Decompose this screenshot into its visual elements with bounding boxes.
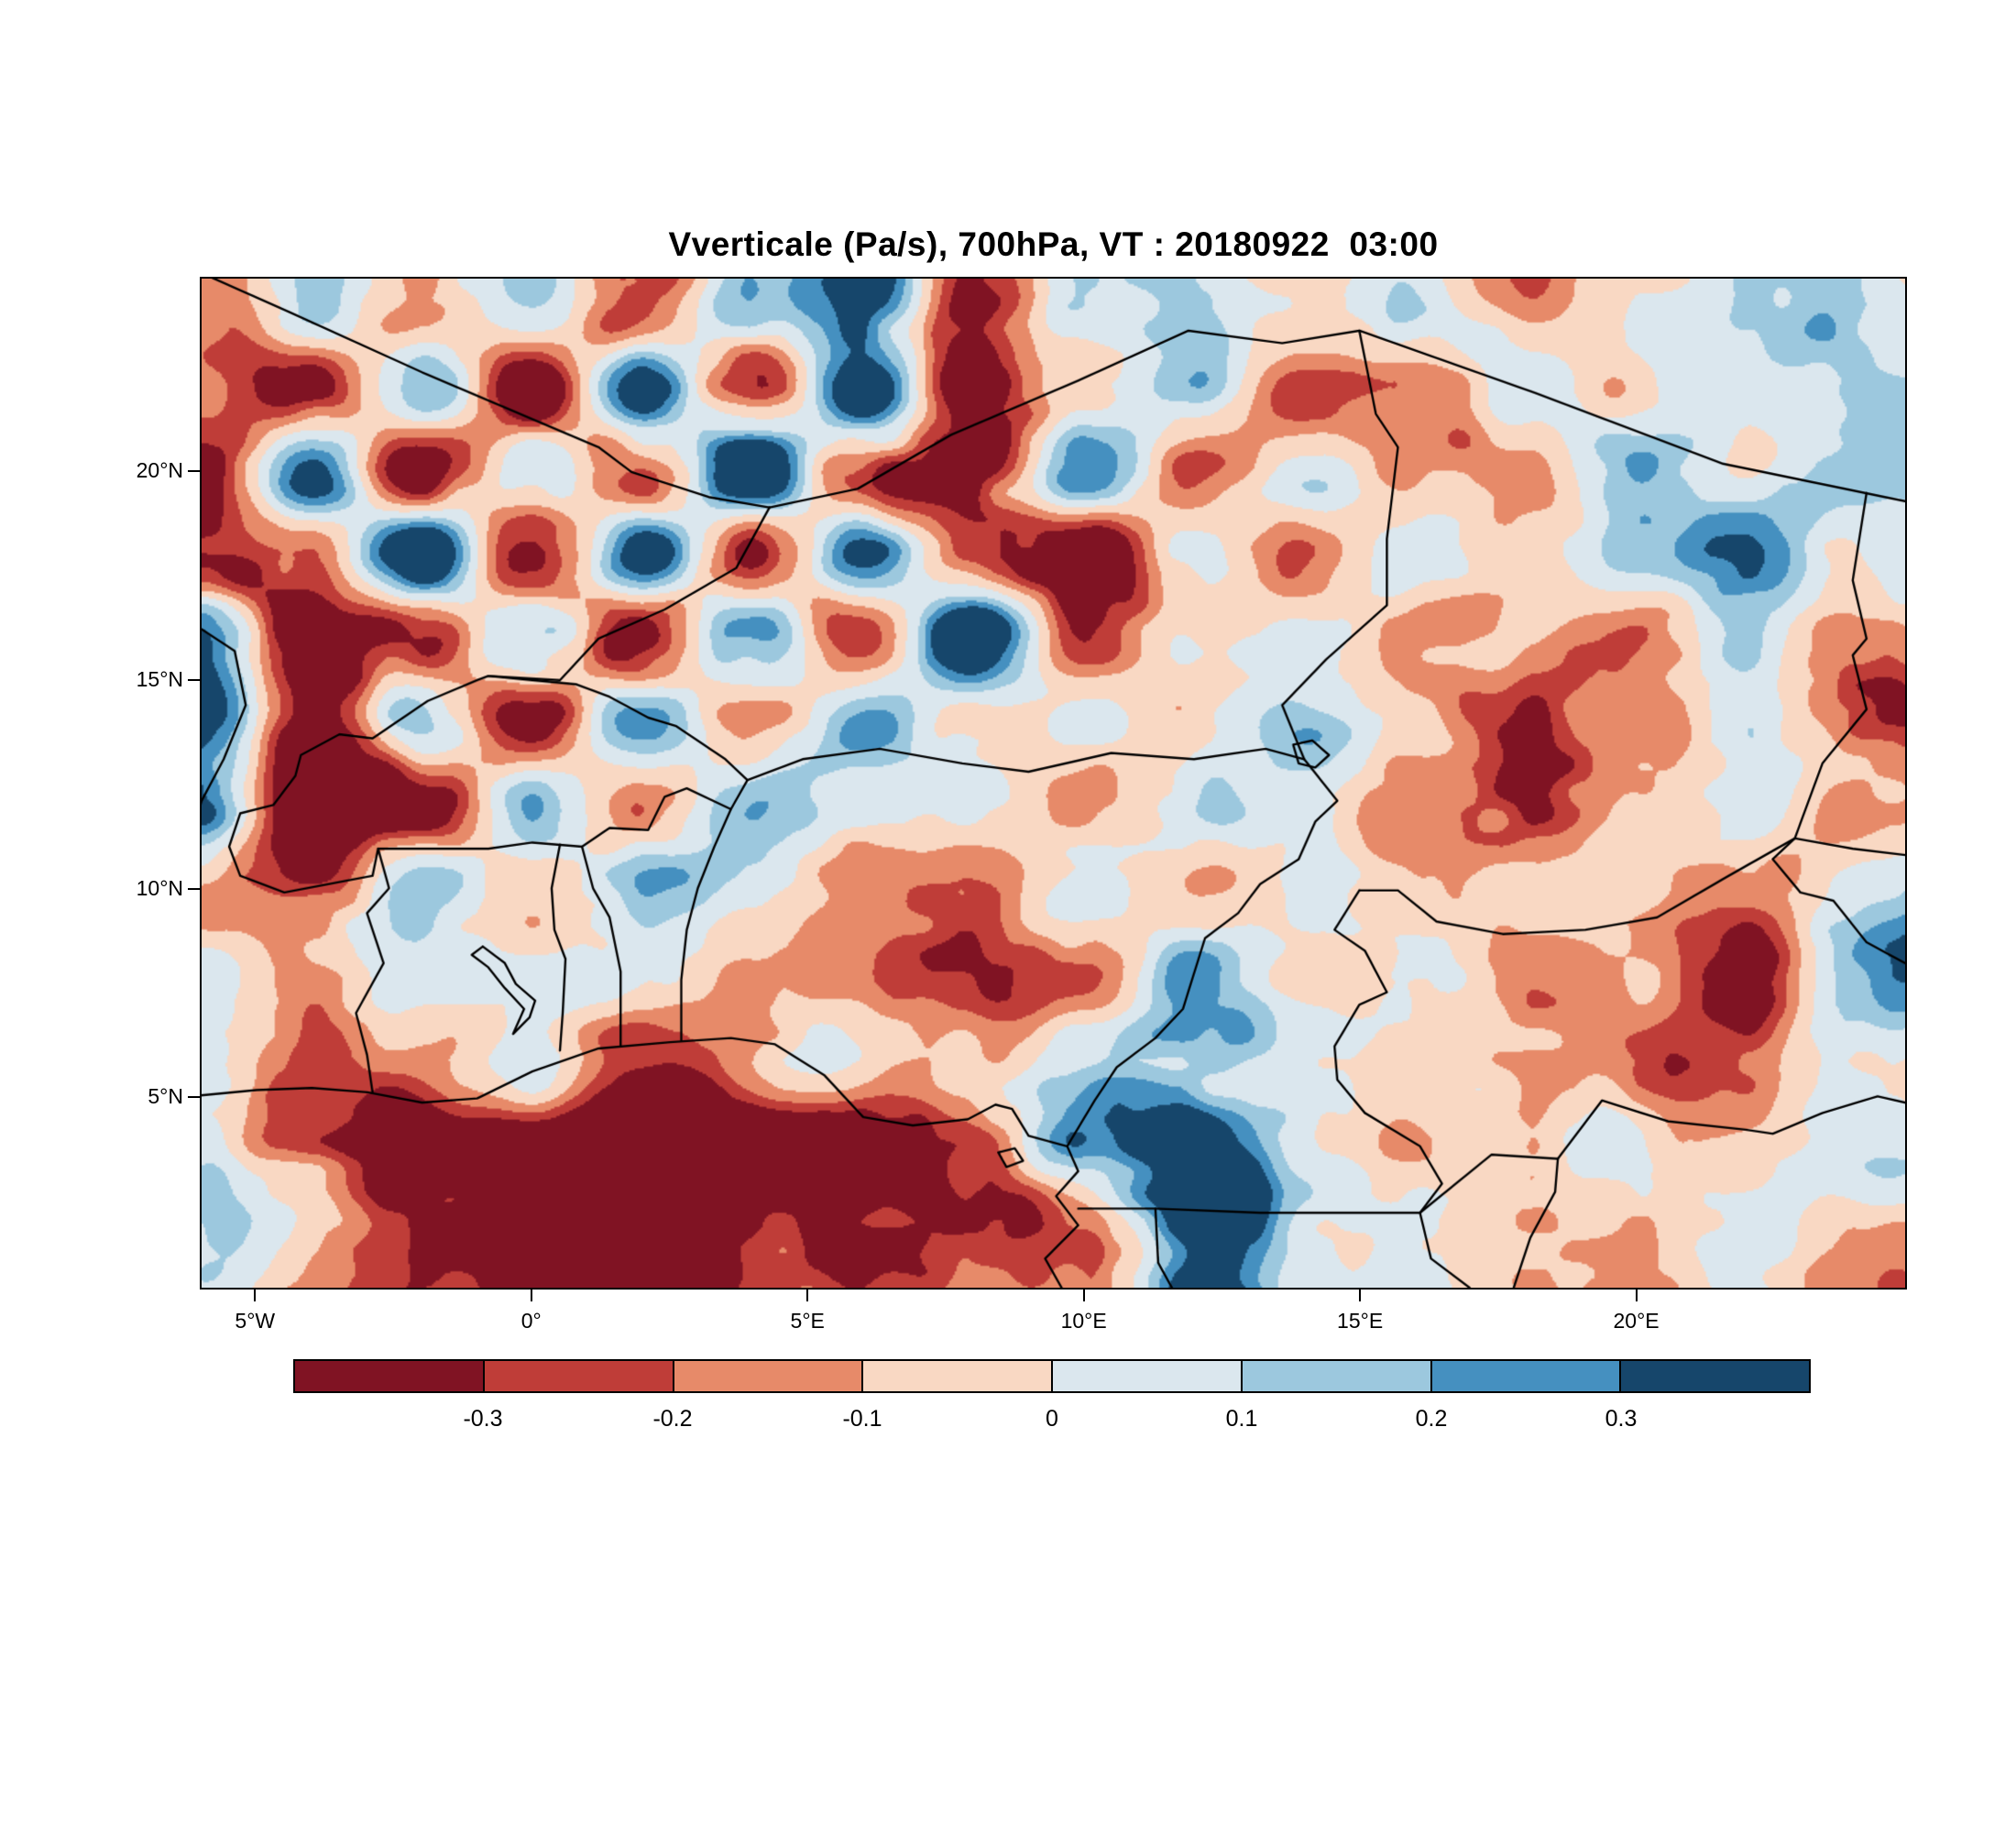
- colorbar-tick-label: -0.3: [463, 1406, 503, 1432]
- colorbar-tick-label: 0: [1046, 1406, 1058, 1432]
- y-tick-label: 5°N: [148, 1084, 183, 1109]
- colorbar-tick-label: 0.1: [1225, 1406, 1258, 1432]
- x-tick-mark: [530, 1290, 532, 1301]
- x-tick-mark: [1635, 1290, 1638, 1301]
- colorbar-tick-label: -0.1: [842, 1406, 882, 1432]
- x-tick-label: 5°W: [235, 1309, 276, 1333]
- y-tick-label: 15°N: [136, 666, 183, 691]
- map-plot: [200, 277, 1907, 1290]
- x-tick-label: 0°: [520, 1309, 542, 1333]
- chart-title: Vverticale (Pa/s), 700hPa, VT : 20180922…: [668, 225, 1439, 263]
- colorbar-segment: [482, 1361, 673, 1391]
- y-tick-mark: [188, 469, 200, 472]
- colorbar-segment: [861, 1361, 1051, 1391]
- x-tick-label: 10°E: [1060, 1309, 1107, 1333]
- y-tick-mark: [188, 887, 200, 890]
- x-tick-label: 20°E: [1613, 1309, 1660, 1333]
- y-tick-label: 20°N: [136, 457, 183, 482]
- colorbar-tick-label: -0.2: [652, 1406, 693, 1432]
- y-tick-mark: [188, 678, 200, 681]
- colorbar-segment: [1240, 1361, 1430, 1391]
- x-tick-mark: [1359, 1290, 1362, 1301]
- y-tick-mark: [188, 1096, 200, 1099]
- y-tick-label: 10°N: [136, 875, 183, 900]
- colorbar: [293, 1359, 1811, 1393]
- colorbar-segment: [1051, 1361, 1241, 1391]
- x-tick-mark: [806, 1290, 809, 1301]
- colorbar-segment: [295, 1361, 483, 1391]
- x-tick-label: 15°E: [1337, 1309, 1384, 1333]
- colorbar-tick-label: 0.3: [1605, 1406, 1638, 1432]
- x-tick-mark: [254, 1290, 257, 1301]
- colorbar-segment: [1619, 1361, 1809, 1391]
- country-borders-canvas: [202, 279, 1905, 1288]
- x-tick-label: 5°E: [790, 1309, 825, 1333]
- x-tick-mark: [1082, 1290, 1085, 1301]
- colorbar-tick-label: 0.2: [1415, 1406, 1448, 1432]
- colorbar-segment: [1430, 1361, 1620, 1391]
- colorbar-segment: [672, 1361, 862, 1391]
